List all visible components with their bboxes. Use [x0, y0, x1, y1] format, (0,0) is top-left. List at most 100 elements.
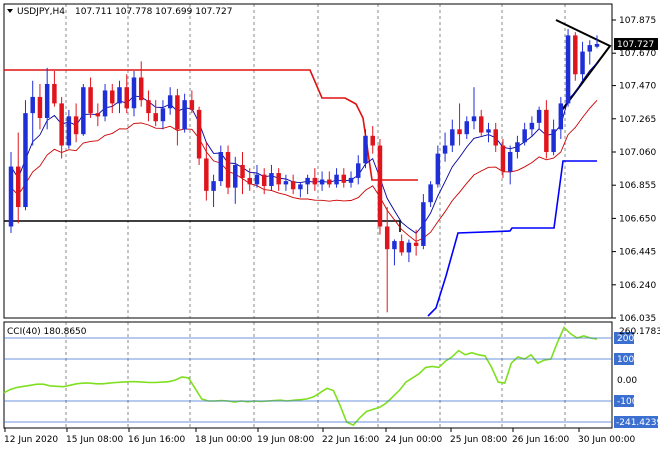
- price-tick-label: 107.670: [619, 49, 656, 59]
- candle-body: [587, 45, 593, 52]
- candle-body: [59, 103, 64, 146]
- candle-body: [261, 174, 267, 187]
- mid-ma-line: [10, 62, 598, 234]
- candle-body: [37, 96, 43, 118]
- svg-text:-241.4239: -241.4239: [616, 418, 660, 428]
- candle-body: [23, 113, 28, 208]
- candle-body: [428, 184, 433, 203]
- current-price-tag: 107.727: [614, 38, 658, 50]
- price-tick-label: 106.445: [619, 248, 656, 258]
- candle-body: [124, 87, 129, 109]
- candle-body: [138, 77, 144, 101]
- time-tick-label: 12 Jun 2020: [4, 435, 58, 445]
- candle-body: [399, 241, 404, 253]
- candle-body: [15, 166, 21, 208]
- candle-body: [66, 116, 72, 146]
- candle-body: [442, 145, 448, 154]
- candle-body: [457, 129, 462, 135]
- candle-body: [225, 151, 231, 188]
- cci-min-tag: -241.4239: [614, 416, 660, 428]
- cci-title: CCI(40) 180.8650: [7, 327, 87, 337]
- candle-body: [435, 153, 441, 185]
- candle-body: [117, 87, 122, 104]
- cci-line: [3, 326, 598, 427]
- candle-body: [580, 51, 585, 75]
- candle-body: [406, 242, 412, 253]
- candle-body: [471, 116, 477, 122]
- symbol-title: USDJPY,H4: [17, 7, 65, 17]
- candle-body: [175, 95, 180, 130]
- price-tick-label: 107.470: [619, 82, 656, 92]
- candle-body: [88, 87, 93, 114]
- cci-tick-label: 0.00: [617, 376, 637, 386]
- candle-body: [52, 83, 57, 104]
- time-tick-label: 24 Jun 00:00: [385, 435, 442, 445]
- candle-body: [515, 142, 520, 152]
- time-tick-label: 22 Jun 16:00: [322, 435, 379, 445]
- candle-body: [167, 95, 173, 109]
- candle-body: [413, 242, 419, 246]
- cci-tick-bg: [614, 353, 634, 365]
- candle-body: [356, 163, 361, 178]
- cci-panel-frame: [3, 321, 613, 429]
- resistance-line: [4, 69, 418, 181]
- candle-body: [204, 158, 209, 191]
- time-tick-label: 26 Jun 16:00: [512, 435, 569, 445]
- candle-body: [544, 109, 549, 152]
- candle-body: [507, 151, 513, 172]
- candle-body: [312, 177, 318, 185]
- price-tick-label: 106.855: [619, 181, 656, 191]
- candle-body: [102, 90, 108, 117]
- candle-body: [73, 116, 79, 135]
- candle-body: [479, 116, 484, 133]
- ohlc-values: 107.711 107.778 107.699 107.727: [75, 7, 232, 17]
- candle-body: [464, 121, 470, 135]
- candle-body: [536, 109, 542, 123]
- candle-body: [450, 129, 455, 146]
- time-tick-label: 18 Jun 00:00: [195, 435, 252, 445]
- candle-body: [565, 35, 571, 104]
- window-menu-arrow-icon[interactable]: [7, 9, 13, 13]
- price-tick-label: 106.650: [619, 214, 656, 224]
- candles-group: [8, 28, 600, 313]
- cci-max-label: 260.1783: [619, 327, 660, 337]
- candle-body: [421, 202, 426, 246]
- time-tick-label: 30 Jun 00:00: [578, 435, 635, 445]
- time-axis: 12 Jun 2020 15 Jun 08:00 16 Jun 16:00 18 Ju…: [4, 428, 635, 445]
- candle-body: [522, 129, 527, 143]
- cci-tick-bg: [614, 332, 634, 344]
- candle-body: [392, 241, 397, 250]
- cci-axis: 200 100 0.00 -100: [4, 332, 638, 423]
- candle-body: [81, 87, 86, 135]
- candle-body: [44, 83, 50, 118]
- candle-body: [348, 177, 354, 183]
- candle-body: [269, 173, 274, 187]
- candle-body: [370, 135, 375, 146]
- candle-body: [298, 184, 303, 190]
- time-tick-label: 15 Jun 08:00: [66, 435, 123, 445]
- time-tick-label: 25 Jun 08:00: [450, 435, 507, 445]
- candle-body: [218, 151, 224, 182]
- trailing-stop-line: [427, 160, 597, 317]
- price-panel-frame: [3, 3, 613, 319]
- candle-body: [334, 174, 339, 185]
- candle-body: [283, 181, 289, 185]
- candle-body: [146, 100, 151, 114]
- candle-body: [276, 173, 281, 185]
- candle-body: [131, 77, 137, 109]
- candle-body: [384, 226, 390, 250]
- candle-body: [233, 164, 238, 188]
- candle-body: [254, 174, 260, 185]
- candle-body: [319, 179, 325, 185]
- price-tick-label: 107.875: [619, 16, 656, 26]
- lower-envelope-line: [10, 99, 598, 242]
- candle-body: [8, 166, 14, 227]
- candle-body: [363, 135, 368, 164]
- candle-body: [110, 90, 115, 104]
- cci-tick-label: 200: [617, 334, 634, 344]
- price-tick-label: 107.060: [619, 148, 656, 158]
- price-tick-label: 106.240: [619, 281, 656, 291]
- candle-body: [327, 179, 332, 185]
- candle-body: [305, 177, 310, 185]
